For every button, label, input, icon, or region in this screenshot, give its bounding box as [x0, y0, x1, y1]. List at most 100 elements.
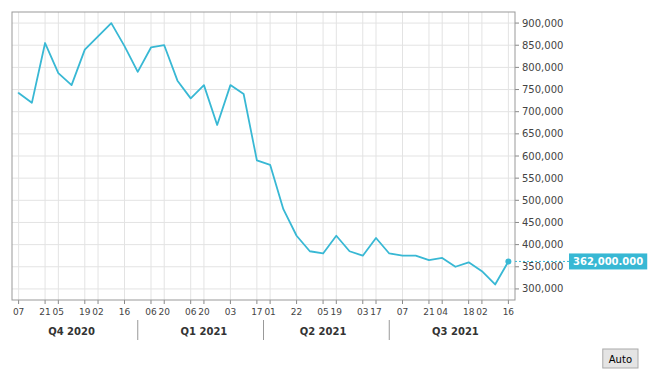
y-tick-label: 600,000 — [522, 151, 563, 162]
x-group-divider — [137, 320, 138, 340]
x-tick — [428, 300, 429, 304]
y-tick-label: 750,000 — [522, 84, 563, 95]
grid-line — [323, 12, 324, 300]
x-tick — [98, 300, 99, 304]
x-tick-label: 05 — [317, 307, 328, 317]
y-tick — [515, 288, 519, 289]
axes: 300,000350,000400,000450,000500,000550,0… — [12, 12, 563, 340]
grid-line — [362, 12, 363, 300]
y-tick — [515, 111, 519, 112]
grid-line — [270, 12, 271, 300]
grid-line — [12, 222, 515, 223]
x-group-label: Q1 2021 — [181, 326, 228, 337]
auto-button[interactable] — [603, 349, 638, 368]
y-tick — [515, 178, 519, 179]
x-tick — [84, 300, 85, 304]
grid — [12, 12, 515, 300]
y-tick-label: 350,000 — [522, 261, 563, 272]
x-tick-label: 03 — [357, 307, 368, 317]
x-tick-label: 03 — [225, 307, 236, 317]
x-tick-label: 06 — [145, 307, 157, 317]
x-tick-label: 02 — [92, 307, 103, 317]
y-tick-label: 400,000 — [522, 239, 563, 250]
x-tick-label: 07 — [397, 307, 408, 317]
y-tick-label: 450,000 — [522, 217, 563, 228]
grid-line — [58, 12, 59, 300]
x-tick-label: 20 — [158, 307, 170, 317]
grid-line — [12, 111, 515, 112]
grid-line — [12, 45, 515, 46]
background — [0, 0, 650, 377]
grid-line — [481, 12, 482, 300]
last-point — [505, 258, 511, 264]
grid-line — [124, 12, 125, 300]
y-tick — [515, 244, 519, 245]
x-group-label: Q2 2021 — [300, 326, 347, 337]
grid-line — [18, 12, 19, 300]
chart: 300,000350,000400,000450,000500,000550,0… — [0, 0, 650, 377]
x-tick-label: 16 — [119, 307, 131, 317]
grid-line — [296, 12, 297, 300]
x-tick — [481, 300, 482, 304]
x-tick-label: 05 — [53, 307, 64, 317]
data-line — [19, 23, 509, 284]
y-tick-label: 550,000 — [522, 173, 563, 184]
grid-line — [468, 12, 469, 300]
grid-line — [12, 266, 515, 267]
x-tick-label: 17 — [251, 307, 262, 317]
x-tick — [190, 300, 191, 304]
grid-line — [84, 12, 85, 300]
grid-line — [508, 12, 509, 300]
y-tick-label: 800,000 — [522, 62, 563, 73]
x-group-divider — [263, 320, 264, 340]
grid-line — [12, 178, 515, 179]
x-tick-label: 17 — [370, 307, 381, 317]
badge-leader — [515, 261, 569, 262]
x-tick — [296, 300, 297, 304]
y-tick-label: 850,000 — [522, 40, 563, 51]
grid-line — [12, 89, 515, 90]
x-tick-label: 07 — [13, 307, 24, 317]
x-tick-label: 04 — [436, 307, 448, 317]
y-tick-label: 900,000 — [522, 18, 563, 29]
x-tick — [336, 300, 337, 304]
x-group-label: Q4 2020 — [48, 326, 95, 337]
x-tick — [323, 300, 324, 304]
x-tick-label: 20 — [198, 307, 210, 317]
grid-line — [230, 12, 231, 300]
x-tick — [256, 300, 257, 304]
grid-line — [203, 12, 204, 300]
grid-line — [336, 12, 337, 300]
x-tick-label: 22 — [291, 307, 302, 317]
grid-line — [12, 133, 515, 134]
last-value-label: 362,000.000 — [573, 256, 643, 267]
x-tick — [508, 300, 509, 304]
grid-line — [402, 12, 403, 300]
grid-line — [98, 12, 99, 300]
y-tick — [515, 23, 519, 24]
x-group-label: Q3 2021 — [432, 326, 479, 337]
y-tick-label: 700,000 — [522, 106, 563, 117]
x-tick-label: 21 — [39, 307, 50, 317]
x-tick — [164, 300, 165, 304]
grid-line — [190, 12, 191, 300]
x-tick-label: 16 — [503, 307, 515, 317]
x-tick — [150, 300, 151, 304]
x-tick — [362, 300, 363, 304]
grid-line — [12, 156, 515, 157]
grid-line — [376, 12, 377, 300]
x-group-divider — [389, 320, 390, 340]
x-tick-label: 02 — [476, 307, 487, 317]
last-value-badge — [569, 253, 647, 269]
x-tick — [230, 300, 231, 304]
plot-frame — [12, 12, 515, 300]
y-tick — [515, 45, 519, 46]
x-tick-label: 18 — [463, 307, 475, 317]
x-tick — [45, 300, 46, 304]
auto-button-label[interactable]: Auto — [609, 354, 632, 365]
grid-line — [12, 288, 515, 289]
x-tick-label: 01 — [264, 307, 275, 317]
grid-line — [45, 12, 46, 300]
plot-area — [19, 23, 509, 284]
x-tick — [402, 300, 403, 304]
